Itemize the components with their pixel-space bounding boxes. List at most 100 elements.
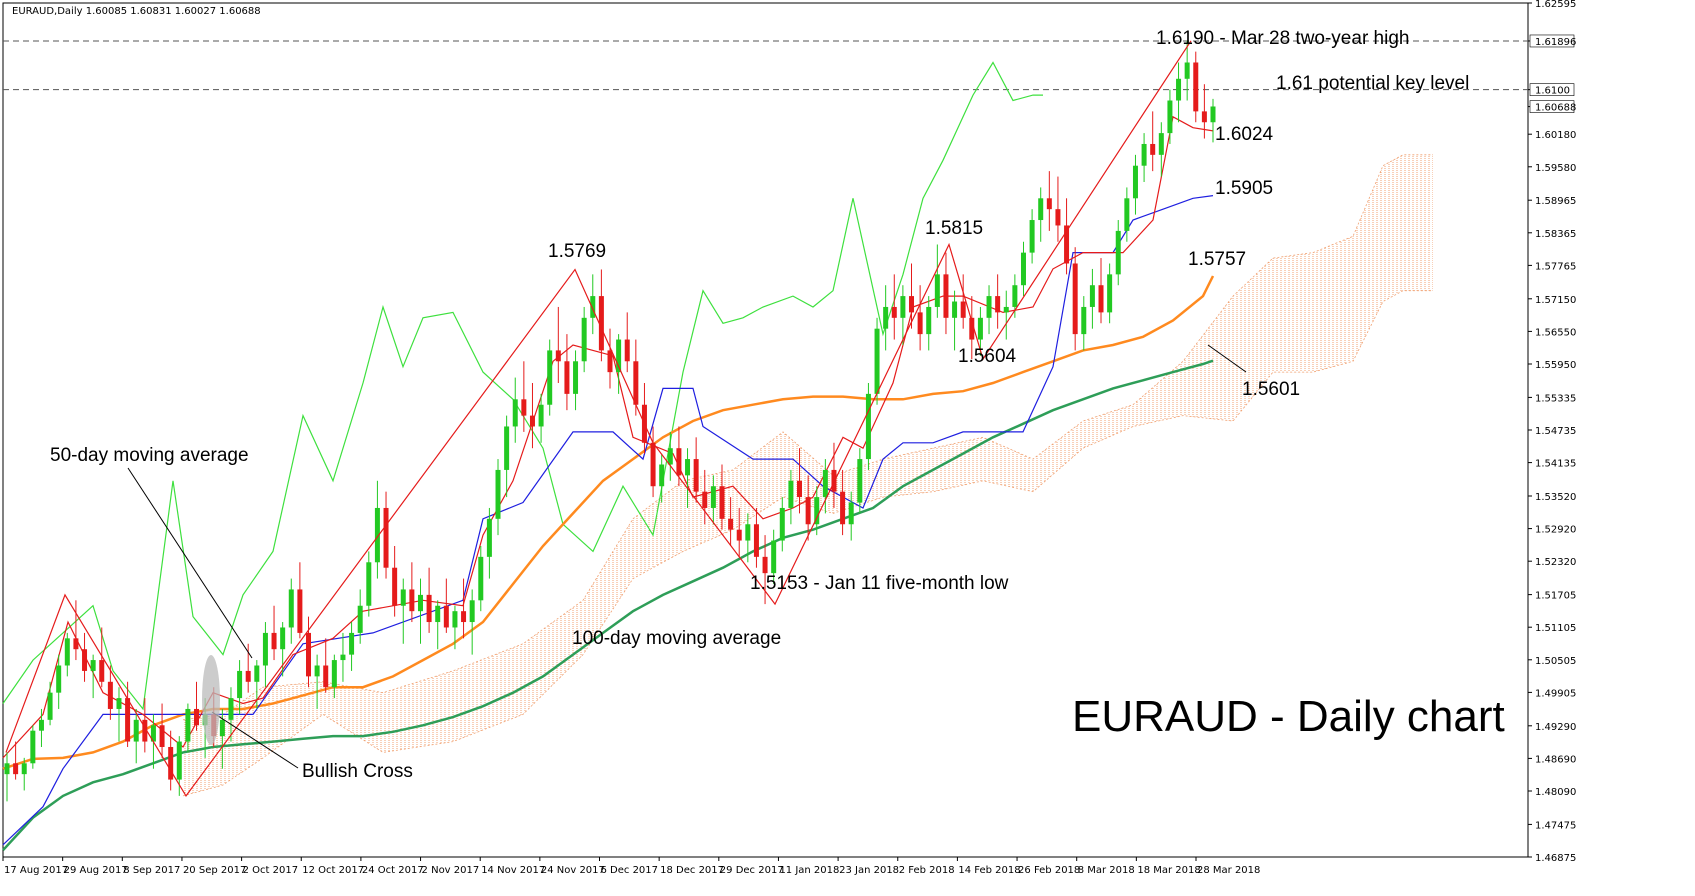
candle-body (840, 491, 846, 525)
candle-body (633, 361, 639, 405)
candle (47, 681, 53, 726)
candle-body (891, 306, 897, 318)
candle-body (1046, 198, 1052, 210)
candle (116, 687, 122, 742)
candle (753, 507, 759, 568)
x-tick-label: 14 Feb 2018 (958, 865, 1020, 876)
candle-body (194, 708, 200, 726)
candle (461, 578, 467, 639)
candle-body (409, 589, 415, 612)
candle-body (1081, 306, 1087, 335)
candle-body (753, 524, 759, 557)
candle-body (598, 296, 604, 351)
y-tick-label: 1.51705 (1535, 591, 1576, 602)
candle (865, 383, 871, 470)
candle (1167, 89, 1173, 144)
y-tick-label: 1.46875 (1535, 853, 1576, 864)
x-tick-label: 2 Feb 2018 (899, 865, 955, 876)
y-tick-label: 1.6100 (1535, 86, 1570, 97)
candle (564, 334, 570, 411)
candle (624, 312, 630, 373)
candle (917, 285, 923, 351)
candle-body (934, 274, 940, 307)
candle-body (607, 350, 613, 373)
y-tick-label: 1.47475 (1535, 820, 1576, 831)
candle (504, 415, 510, 498)
candle (555, 306, 561, 384)
candle-body (693, 459, 699, 492)
x-tick-label: 20 Sep 2017 (183, 865, 246, 876)
candle-body (47, 692, 53, 720)
candle-body (469, 600, 475, 623)
candle-body (297, 589, 303, 633)
candle-body (624, 339, 630, 362)
kijun-line (2, 195, 1214, 846)
candle-body (685, 459, 691, 476)
y-tick-label: 1.49290 (1535, 722, 1576, 733)
candle (38, 708, 44, 747)
annotation-high-note: 1.6190 - Mar 28 two-year high (1156, 28, 1409, 49)
candle (616, 334, 622, 394)
candle-body (443, 605, 449, 628)
candle (21, 757, 27, 791)
y-tick-label: 1.55950 (1535, 360, 1576, 371)
candle (1150, 111, 1156, 172)
candle-body (288, 589, 294, 628)
symbol-info-header: EURAUD,Daily 1.60085 1.60831 1.60027 1.6… (12, 6, 261, 17)
annotation-ma50-label: 1.5757 (1188, 249, 1246, 270)
candle (977, 306, 983, 356)
candle-body (616, 339, 622, 373)
candle (426, 567, 432, 633)
candle-body (659, 464, 665, 487)
x-tick-label: 2 Oct 2017 (243, 865, 298, 876)
candle-body (323, 665, 329, 688)
candle (228, 687, 234, 742)
candle (797, 448, 803, 514)
candle-body (590, 296, 596, 318)
candle (331, 654, 337, 699)
candle-body (90, 660, 96, 671)
candle (934, 244, 940, 318)
annotation-swing-3: 1.5604 (958, 346, 1017, 367)
candle-body (1029, 220, 1035, 253)
candle (486, 507, 492, 579)
candle-body (710, 486, 716, 508)
candle (909, 263, 914, 329)
candle (840, 469, 846, 536)
candle (728, 497, 734, 546)
candle (814, 486, 820, 536)
x-tick-label: 8 Sep 2017 (123, 865, 180, 876)
candle (538, 393, 544, 443)
candle-body (960, 301, 966, 318)
candle-body (64, 638, 70, 666)
y-tick-label: 1.51105 (1535, 623, 1576, 634)
candle-body (943, 274, 949, 318)
candle-body (280, 627, 286, 650)
candle (822, 459, 828, 514)
candle (237, 660, 243, 715)
candle-body (237, 670, 243, 699)
candle (383, 491, 389, 579)
candle (1020, 241, 1026, 297)
candle (1046, 171, 1052, 231)
candle-body (771, 540, 777, 574)
candle-body (13, 763, 19, 775)
candle-body (116, 698, 122, 709)
candle-body (883, 306, 889, 329)
candle (443, 578, 449, 633)
ma50-pointer (127, 467, 253, 659)
candle-body (271, 632, 277, 650)
candle (1158, 122, 1164, 177)
candle (357, 589, 363, 644)
candle-body (1150, 143, 1156, 155)
candle-body (99, 660, 105, 682)
cloud-senkou-b (182, 290, 1433, 797)
candle-body (874, 328, 880, 394)
y-level-box (1529, 34, 1575, 48)
x-tick-label: 26 Feb 2018 (1018, 865, 1080, 876)
x-tick-label: 28 Mar 2018 (1197, 865, 1260, 876)
candle-body (478, 556, 484, 601)
candle-body (73, 638, 79, 650)
candle (512, 377, 518, 443)
